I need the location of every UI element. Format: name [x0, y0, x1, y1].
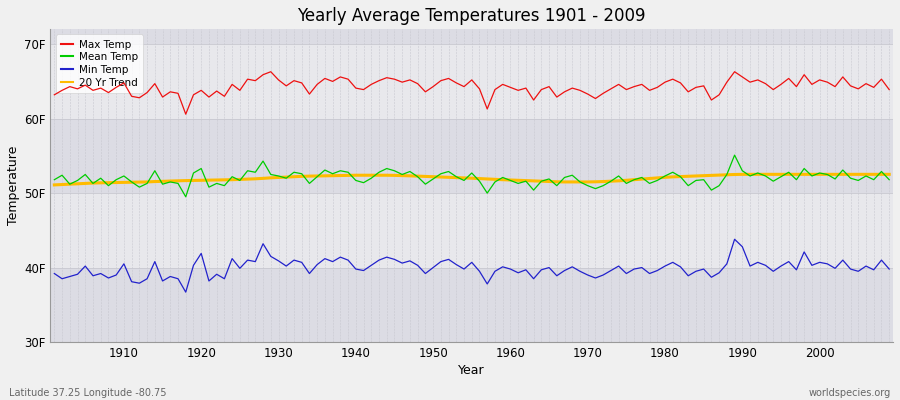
- Bar: [50, 29, 893, 44]
- 20 Yr Trend: [737, 172, 748, 177]
- 20 Yr Trend: [111, 180, 122, 185]
- 20 Yr Trend: [498, 177, 508, 182]
- Bar: [50, 119, 893, 193]
- 20 Yr Trend: [281, 175, 292, 180]
- Mean Temp: [180, 194, 191, 199]
- Min Temp: [606, 268, 616, 273]
- Mean Temp: [606, 179, 616, 184]
- Max Temp: [49, 92, 59, 97]
- Bar: [50, 268, 893, 342]
- Max Temp: [613, 82, 624, 87]
- Min Temp: [505, 267, 516, 272]
- Mean Temp: [729, 153, 740, 158]
- Mean Temp: [505, 178, 516, 183]
- Bar: [50, 44, 893, 119]
- Min Temp: [49, 271, 59, 276]
- 20 Yr Trend: [884, 172, 895, 177]
- Bar: [50, 193, 893, 268]
- Mean Temp: [49, 177, 59, 182]
- Min Temp: [884, 267, 895, 272]
- X-axis label: Year: Year: [458, 364, 485, 377]
- Max Temp: [180, 112, 191, 116]
- Legend: Max Temp, Mean Temp, Min Temp, 20 Yr Trend: Max Temp, Mean Temp, Min Temp, 20 Yr Tre…: [56, 34, 143, 93]
- 20 Yr Trend: [598, 179, 608, 184]
- Title: Yearly Average Temperatures 1901 - 2009: Yearly Average Temperatures 1901 - 2009: [298, 7, 646, 25]
- Mean Temp: [335, 168, 346, 173]
- Max Temp: [111, 85, 122, 90]
- 20 Yr Trend: [328, 173, 338, 178]
- Min Temp: [180, 290, 191, 294]
- Line: 20 Yr Trend: 20 Yr Trend: [54, 174, 889, 185]
- Max Temp: [266, 69, 276, 74]
- Max Temp: [513, 88, 524, 93]
- Mean Temp: [884, 177, 895, 182]
- 20 Yr Trend: [49, 182, 59, 187]
- Text: worldspecies.org: worldspecies.org: [809, 388, 891, 398]
- 20 Yr Trend: [505, 178, 516, 182]
- Min Temp: [111, 273, 122, 278]
- Max Temp: [343, 77, 354, 82]
- Mean Temp: [111, 177, 122, 182]
- Mean Temp: [513, 181, 524, 186]
- Max Temp: [884, 87, 895, 92]
- Max Temp: [296, 80, 307, 85]
- Min Temp: [729, 237, 740, 242]
- Min Temp: [289, 258, 300, 262]
- Mean Temp: [289, 170, 300, 175]
- Text: Latitude 37.25 Longitude -80.75: Latitude 37.25 Longitude -80.75: [9, 388, 166, 398]
- Min Temp: [335, 255, 346, 260]
- Y-axis label: Temperature: Temperature: [7, 146, 20, 225]
- Line: Max Temp: Max Temp: [54, 72, 889, 114]
- Line: Mean Temp: Mean Temp: [54, 155, 889, 197]
- Min Temp: [513, 270, 524, 275]
- Max Temp: [520, 86, 531, 90]
- Line: Min Temp: Min Temp: [54, 239, 889, 292]
